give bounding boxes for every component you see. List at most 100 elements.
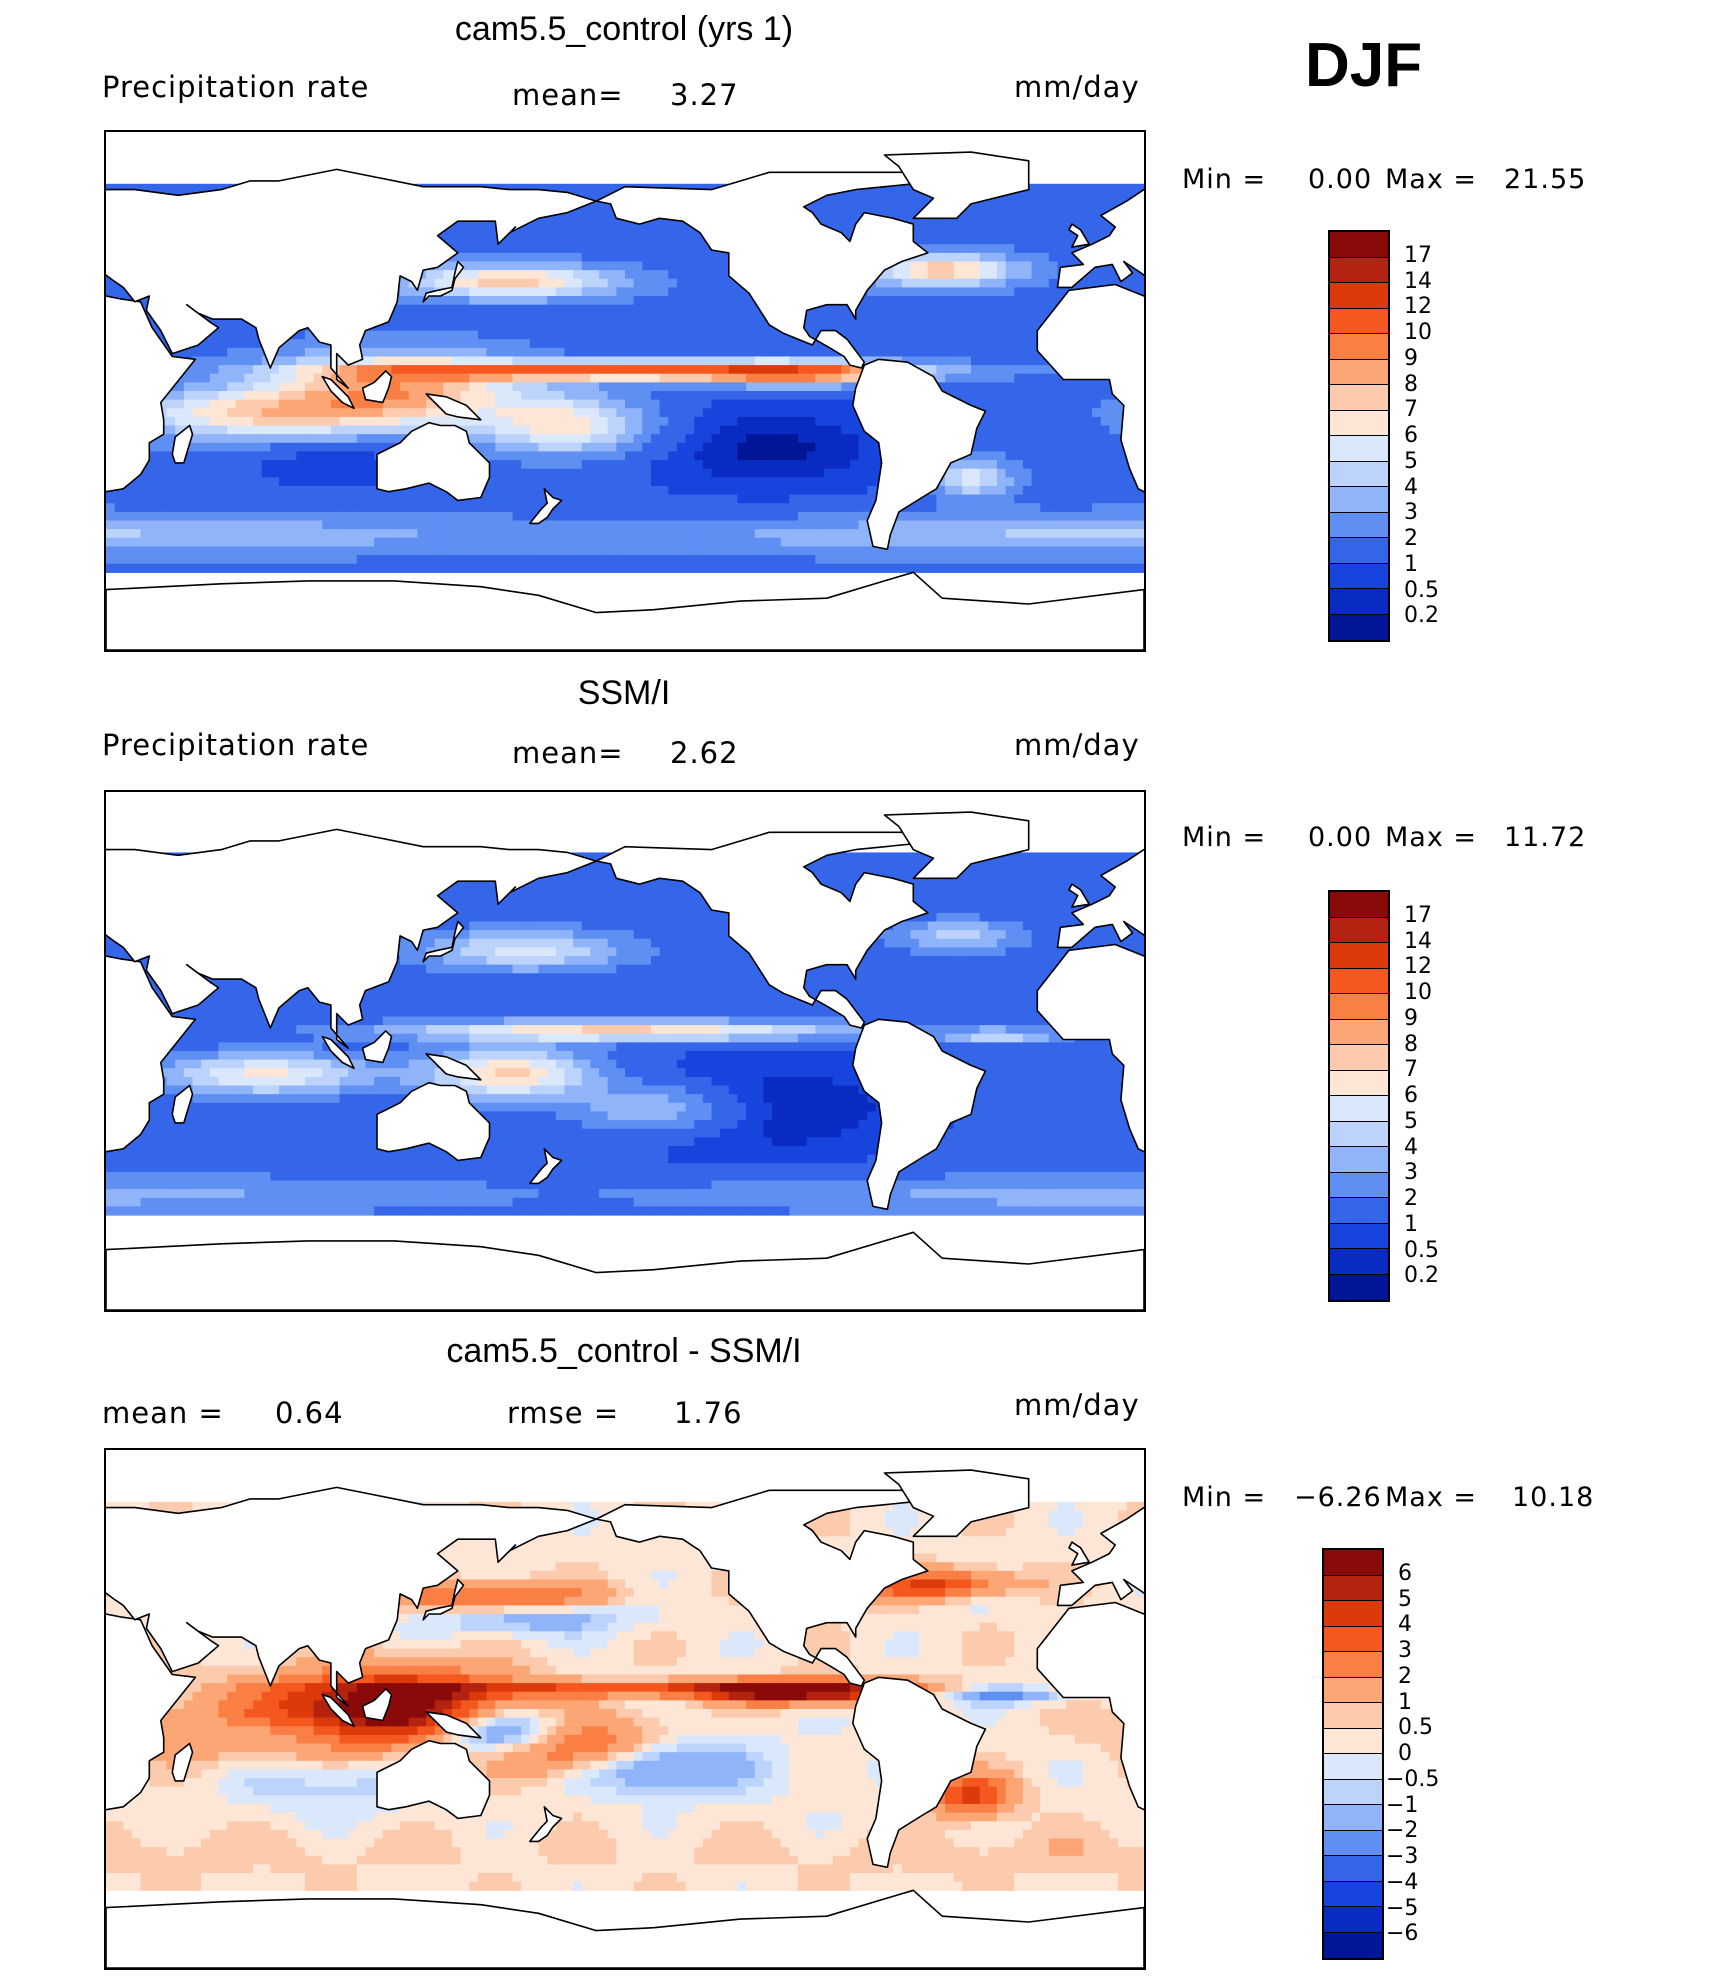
coastline-australia [376, 1739, 491, 1820]
colorbar-tick-label: −5 [1386, 1895, 1419, 1921]
coastline-africa [106, 955, 197, 1153]
panel2-min-value: 0.00 [1308, 822, 1373, 853]
coastline-namerica [595, 831, 929, 1029]
panel2-colorbar [1328, 890, 1390, 1302]
coastline-japan [422, 260, 465, 303]
colorbar-swatch [1330, 968, 1388, 994]
coastline-eurasia [106, 168, 597, 389]
colorbar-swatch [1330, 1274, 1388, 1300]
panel1-min-value: 0.00 [1308, 164, 1373, 195]
colorbar-tick-label: 5 [1404, 448, 1418, 474]
colorbar-swatch [1330, 334, 1388, 360]
colorbar-swatch [1330, 589, 1388, 615]
colorbar-swatch [1330, 614, 1388, 640]
colorbar-swatch [1324, 1652, 1382, 1678]
season-label: DJF [1305, 31, 1423, 100]
colorbar-tick-label: 2 [1398, 1663, 1412, 1689]
colorbar-swatch [1324, 1932, 1382, 1958]
colorbar-tick-label: 4 [1404, 1134, 1418, 1160]
panel1-title: cam5.5_control (yrs 1) [454, 10, 794, 48]
coastline-sumatra [321, 1693, 355, 1728]
colorbar-tick-label: 12 [1404, 954, 1432, 980]
colorbar-tick-label: 3 [1398, 1638, 1412, 1663]
colorbar-tick-label: 9 [1404, 345, 1418, 371]
colorbar-swatch [1324, 1550, 1382, 1576]
colorbar-tick-label: 6 [1404, 1083, 1418, 1108]
colorbar-swatch [1330, 461, 1388, 487]
coastline-namerica [595, 171, 929, 369]
colorbar-tick-label: 12 [1404, 294, 1432, 320]
coastline-newguinea [425, 1711, 482, 1739]
colorbar-swatch [1324, 1805, 1382, 1831]
coastline-eurasia [1056, 188, 1144, 289]
colorbar-tick-label: 5 [1398, 1586, 1412, 1612]
panel1-units: mm/day [1014, 70, 1140, 104]
colorbar-tick-label: 3 [1404, 1160, 1418, 1186]
panel1-mean-value: 3.27 [670, 78, 739, 112]
coastline-nz [529, 488, 563, 525]
coastline-samerica [852, 1018, 987, 1211]
coastline-sumatra [321, 1035, 355, 1070]
colorbar-swatch [1330, 308, 1388, 334]
colorbar-tick-label: 5 [1404, 1108, 1418, 1134]
colorbar-swatch [1330, 538, 1388, 564]
panel3-max-value: 10.18 [1512, 1482, 1595, 1513]
colorbar-tick-label: 7 [1404, 397, 1418, 423]
colorbar-swatch [1330, 1249, 1388, 1275]
coastline-greenland [883, 811, 1030, 880]
colorbar-tick-label: 14 [1404, 268, 1432, 294]
colorbar-swatch [1324, 1703, 1382, 1729]
colorbar-tick-label: −4 [1386, 1869, 1419, 1895]
colorbar-tick-label: 8 [1404, 371, 1418, 397]
colorbar-swatch [1330, 1019, 1388, 1045]
coastline-greenland [883, 1469, 1030, 1538]
coastline-newguinea [425, 393, 482, 421]
panel2-units: mm/day [1014, 728, 1140, 762]
panel3-title: cam5.5_control - SSM/I [446, 1332, 802, 1370]
colorbar-tick-label: 0.5 [1398, 1715, 1433, 1741]
colorbar-tick-label: −1 [1386, 1792, 1419, 1818]
panel2-variable: Precipitation rate [102, 728, 370, 762]
colorbar-tick-label: 1 [1404, 551, 1418, 577]
colorbar-tick-label: 4 [1404, 474, 1418, 500]
colorbar-tick-label: −3 [1386, 1844, 1419, 1869]
panel3-rmse-value: 1.76 [674, 1396, 743, 1430]
panel1-max-label: Max = [1385, 164, 1478, 195]
coastline-uk [1068, 883, 1090, 908]
panel3-map [104, 1448, 1146, 1970]
colorbar-tick-label: 10 [1404, 980, 1432, 1005]
colorbar-swatch [1330, 1070, 1388, 1096]
coastline-antarctica [106, 1889, 1144, 1968]
colorbar-swatch [1330, 487, 1388, 513]
coastline-africa [1036, 943, 1144, 1153]
colorbar-tick-label: 6 [1398, 1560, 1412, 1586]
panel3-colorbar [1322, 1548, 1384, 1960]
colorbar-tick-label: 2 [1404, 1186, 1418, 1211]
coastline-samerica [852, 358, 987, 551]
coastline-uk [1068, 1541, 1090, 1566]
colorbar-swatch [1324, 1728, 1382, 1754]
coastline-africa [1036, 1601, 1144, 1811]
colorbar-swatch [1324, 1779, 1382, 1805]
colorbar-swatch [1324, 1907, 1382, 1933]
panel1-variable: Precipitation rate [102, 70, 370, 104]
panel3-mean-label: mean = [102, 1396, 224, 1430]
coastline-africa [106, 1613, 197, 1811]
colorbar-tick-label: 6 [1404, 423, 1418, 448]
panel3-min-value: −6.26 [1294, 1482, 1382, 1513]
colorbar-swatch [1324, 1754, 1382, 1780]
colorbar-swatch [1330, 257, 1388, 283]
colorbar-swatch [1330, 1223, 1388, 1249]
colorbar-swatch [1330, 512, 1388, 538]
panel2-mean-label: mean= [512, 736, 624, 770]
coastline-africa [106, 295, 197, 493]
colorbar-swatch [1330, 232, 1388, 258]
colorbar-swatch [1330, 1045, 1388, 1071]
colorbar-tick-label: 0.2 [1404, 1263, 1439, 1289]
coastline-newguinea [425, 1053, 482, 1081]
colorbar-swatch [1330, 283, 1388, 309]
panel2-min-label: Min = [1182, 822, 1267, 853]
colorbar-swatch [1324, 1677, 1382, 1703]
panel3-mean-value: 0.64 [275, 1396, 344, 1430]
coastline-australia [376, 421, 491, 502]
